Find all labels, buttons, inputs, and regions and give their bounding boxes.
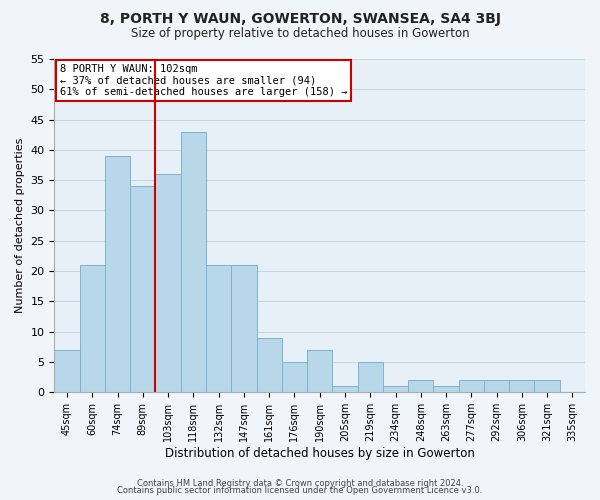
Text: 8, PORTH Y WAUN, GOWERTON, SWANSEA, SA4 3BJ: 8, PORTH Y WAUN, GOWERTON, SWANSEA, SA4 … <box>100 12 500 26</box>
Bar <box>231 265 257 392</box>
Bar <box>433 386 458 392</box>
Bar <box>155 174 181 392</box>
Bar <box>307 350 332 392</box>
Text: Size of property relative to detached houses in Gowerton: Size of property relative to detached ho… <box>131 28 469 40</box>
Bar <box>282 362 307 392</box>
Bar <box>130 186 155 392</box>
Y-axis label: Number of detached properties: Number of detached properties <box>15 138 25 314</box>
Bar <box>458 380 484 392</box>
Bar <box>80 265 105 392</box>
Bar <box>509 380 535 392</box>
Text: Contains public sector information licensed under the Open Government Licence v3: Contains public sector information licen… <box>118 486 482 495</box>
Bar <box>257 338 282 392</box>
Bar <box>332 386 358 392</box>
X-axis label: Distribution of detached houses by size in Gowerton: Distribution of detached houses by size … <box>165 447 475 460</box>
Bar <box>535 380 560 392</box>
Bar <box>484 380 509 392</box>
Bar <box>55 350 80 392</box>
Bar <box>206 265 231 392</box>
Bar <box>383 386 408 392</box>
Text: Contains HM Land Registry data © Crown copyright and database right 2024.: Contains HM Land Registry data © Crown c… <box>137 478 463 488</box>
Bar <box>181 132 206 392</box>
Bar <box>408 380 433 392</box>
Bar <box>105 156 130 392</box>
Text: 8 PORTH Y WAUN: 102sqm
← 37% of detached houses are smaller (94)
61% of semi-det: 8 PORTH Y WAUN: 102sqm ← 37% of detached… <box>60 64 347 97</box>
Bar <box>358 362 383 392</box>
